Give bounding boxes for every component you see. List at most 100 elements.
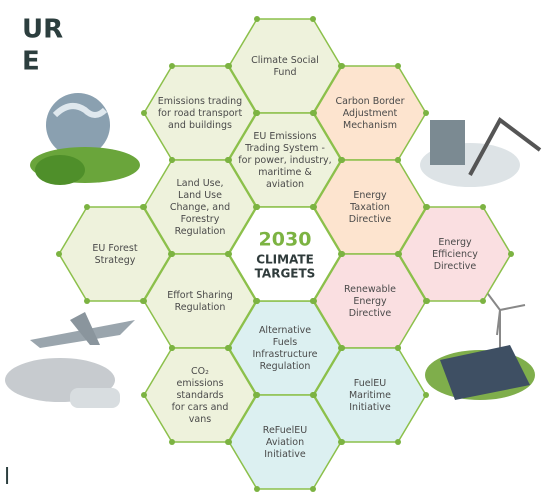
label-line: Energy <box>438 237 472 248</box>
vertex-dot <box>395 251 401 257</box>
vertex-dot <box>254 110 260 116</box>
vertex-dot <box>56 251 62 257</box>
vertex-dot <box>226 439 232 445</box>
vertex-dot <box>141 110 147 116</box>
vertex-dot <box>480 204 486 210</box>
vertex-dot <box>395 439 401 445</box>
vertex-dot <box>310 392 316 398</box>
vertex-dot <box>254 486 260 492</box>
vertex-dot <box>339 157 345 163</box>
trees <box>35 155 85 185</box>
vertex-dot <box>423 110 429 116</box>
vertex-dot <box>423 298 429 304</box>
label-line: Climate Social <box>251 55 319 66</box>
vertex-dot <box>84 204 90 210</box>
label-line: Land Use <box>178 190 222 201</box>
vertex-dot <box>339 345 345 351</box>
vertex-dot <box>310 204 316 210</box>
label-line: emissions <box>176 378 223 389</box>
footer-fragment: l <box>4 465 10 490</box>
label-line: Energy <box>353 190 387 201</box>
label-line: Efficiency <box>432 249 478 260</box>
title-fragment: UR <box>22 15 63 45</box>
vertex-dot <box>169 345 175 351</box>
label-line: Carbon Border <box>335 96 404 107</box>
label-line: Effort Sharing <box>167 290 232 301</box>
vertex-dot <box>310 16 316 22</box>
vertex-dot <box>84 298 90 304</box>
label-line: Regulation <box>175 302 226 313</box>
vertex-dot <box>339 63 345 69</box>
vertex-dot <box>141 298 147 304</box>
vertex-dot <box>424 204 430 210</box>
vertex-dot <box>480 298 486 304</box>
infographic: UR E l Climate SocialFundEmissions tradi… <box>0 0 548 500</box>
label-line: Taxation <box>349 202 390 213</box>
label-line: Trading System - <box>244 143 325 154</box>
label-line: FuelEU <box>354 378 386 389</box>
label-line: Emissions trading <box>158 96 242 107</box>
vertex-dot <box>225 157 231 163</box>
wind-blades <box>485 290 525 335</box>
vertex-dot <box>140 204 146 210</box>
center-line: CLIMATE <box>256 253 314 267</box>
label-line: Alternative <box>259 325 311 336</box>
label-line: Infrastructure <box>252 349 317 360</box>
label-line: aviation <box>266 179 304 190</box>
label-line: Mechanism <box>343 120 397 131</box>
label-line: Directive <box>349 214 392 225</box>
center-year: 2030 <box>259 229 312 251</box>
vertex-dot <box>254 16 260 22</box>
vertex-dot <box>169 63 175 69</box>
center-line: TARGETS <box>255 267 316 281</box>
label-line: EU Emissions <box>253 131 316 142</box>
vertex-dot <box>395 63 401 69</box>
label-line: Adjustment <box>343 108 398 119</box>
vertex-dot <box>254 392 260 398</box>
vertex-dot <box>254 298 260 304</box>
label-line: Directive <box>434 261 477 272</box>
hex-label: EU ForestStrategy <box>92 243 137 266</box>
label-line: for road transport <box>158 108 243 119</box>
label-line: Initiative <box>349 402 391 413</box>
vertex-dot <box>310 486 316 492</box>
label-line: Initiative <box>264 449 306 460</box>
label-line: Fuels <box>273 337 297 348</box>
label-line: Fund <box>273 67 296 78</box>
vertex-dot <box>169 157 175 163</box>
label-line: Change, and <box>170 202 230 213</box>
vertex-dot <box>254 204 260 210</box>
vertex-dot <box>169 439 175 445</box>
vertex-dot <box>310 110 316 116</box>
vertex-dot <box>423 392 429 398</box>
label-line: vans <box>189 414 211 425</box>
label-line: CO₂ <box>191 366 209 377</box>
label-line: Regulation <box>175 226 226 237</box>
vertex-dot <box>508 251 514 257</box>
vertex-dot <box>141 392 147 398</box>
vertex-dot <box>338 251 344 257</box>
hex-label: EnergyEfficiencyDirective <box>432 237 478 272</box>
vertex-dot <box>226 251 232 257</box>
label-line: standards <box>176 390 223 401</box>
vertex-dot <box>169 251 175 257</box>
label-line: Regulation <box>260 361 311 372</box>
car <box>70 388 120 408</box>
label-line: for cars and <box>172 402 229 413</box>
label-line: and buildings <box>168 120 232 131</box>
vertex-dot <box>338 439 344 445</box>
label-line: Aviation <box>266 437 304 448</box>
label-line: Strategy <box>95 255 136 266</box>
vertex-dot <box>310 298 316 304</box>
vertex-dot <box>225 63 231 69</box>
vertex-dot <box>395 345 401 351</box>
label-line: for power, industry, <box>238 155 331 166</box>
label-line: Maritime <box>349 390 391 401</box>
